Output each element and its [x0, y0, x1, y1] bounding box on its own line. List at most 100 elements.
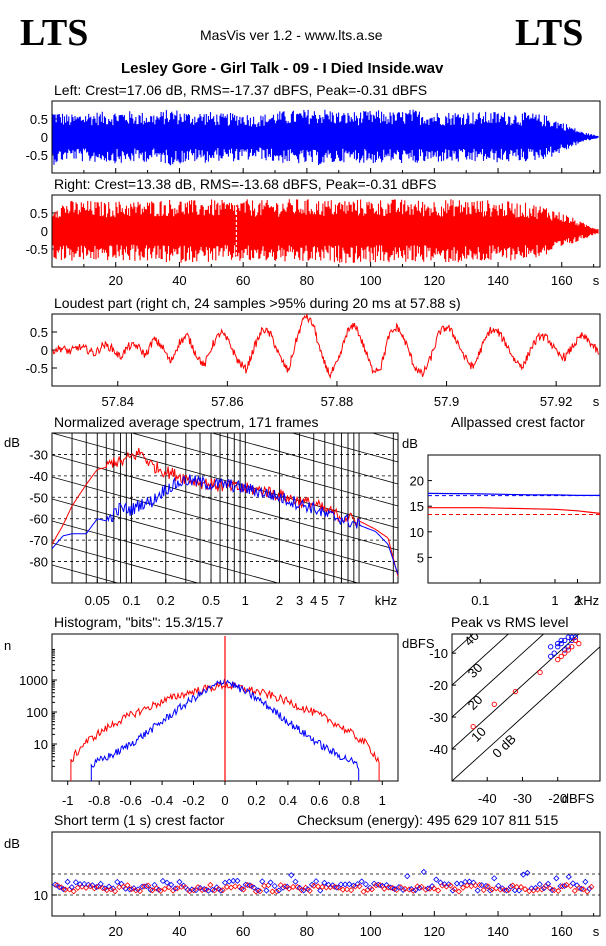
peakrms-point-0 — [569, 637, 575, 644]
shortterm-point-left — [350, 882, 357, 889]
peakrms-crest-label: 40 — [461, 628, 482, 649]
shortterm-point-left — [255, 887, 262, 894]
peakrms-point-0 — [562, 637, 568, 644]
shortterm-point-left — [68, 884, 75, 891]
shortterm-point-left — [259, 878, 266, 885]
shortterm-point-right — [538, 886, 545, 893]
shortterm-point-left — [52, 881, 59, 888]
histogram-xtick-label: -0.4 — [151, 793, 173, 808]
spectrum-xtick-label: 7 — [338, 593, 345, 608]
spectrum-grid-group — [52, 433, 398, 583]
shortterm-point-left — [188, 886, 195, 893]
shortterm-point-right — [418, 883, 425, 890]
shortterm-point-right — [128, 886, 135, 893]
shortterm-point-right — [99, 885, 106, 892]
shortterm-point-right — [124, 882, 131, 889]
spectrum-xtick-label: 3 — [296, 593, 303, 608]
shortterm-point-right — [310, 882, 317, 889]
shortterm-point-left — [520, 871, 527, 878]
loudest-xtick-label: 57.9 — [434, 394, 459, 409]
shortterm-point-right — [91, 885, 98, 892]
crest-ylabel: dB — [402, 436, 418, 451]
shortterm-point-left — [524, 869, 531, 876]
peakrms-crest-line — [452, 646, 600, 781]
shortterm-point-right — [459, 884, 467, 891]
shortterm-point-right — [555, 887, 562, 894]
spectrum-ylabel: dB — [4, 435, 20, 450]
shortterm-point-left — [242, 881, 249, 888]
peakrms-point-0 — [551, 650, 557, 656]
left-waveform-ytick-label: -0.5 — [26, 148, 48, 163]
shortterm-point-left — [478, 882, 485, 889]
shortterm-point-left — [114, 878, 121, 886]
shortterm-point-left — [482, 882, 490, 889]
spectrum-xtick-label: 1 — [242, 593, 249, 608]
shortterm-point-left — [400, 886, 407, 894]
peakrms-point-0 — [558, 640, 564, 647]
loudest-ytick-label: 0.5 — [30, 325, 48, 340]
shortterm-point-left — [333, 884, 340, 891]
right-waveform-ytick-label: 0.5 — [30, 206, 48, 221]
shortterm-point-left — [97, 880, 104, 887]
right-waveform-xtick-label: 80 — [300, 273, 314, 288]
spectrum-slope-line — [290, 433, 398, 463]
shortterm-point-right — [497, 886, 504, 893]
histogram-xtick-label: -1 — [62, 793, 74, 808]
shortterm-point-right — [385, 884, 392, 891]
spectrum-slope-line — [52, 433, 398, 529]
shortterm-point-right — [244, 881, 251, 889]
shortterm-point-right — [522, 886, 529, 893]
shortterm-point-right — [136, 888, 144, 895]
peakrms-xlabel: dBFS — [562, 791, 595, 806]
shortterm-point-left — [147, 886, 154, 893]
shortterm-point-right — [580, 886, 587, 893]
histogram-xtick-label: 0.2 — [247, 793, 265, 808]
right-waveform-xtick-label: 20 — [108, 273, 122, 288]
shortterm-point-right — [252, 888, 259, 895]
shortterm-point-right — [451, 886, 458, 893]
spectrum-slope-line — [370, 433, 398, 441]
shortterm-point-right — [319, 883, 326, 891]
shortterm-point-left — [586, 885, 593, 892]
shortterm-point-left — [143, 883, 150, 890]
shortterm-point-left — [553, 875, 560, 882]
right-waveform-xtick-label: 120 — [423, 273, 445, 288]
peakrms-point-0 — [555, 644, 561, 650]
shortterm-point-left — [362, 881, 369, 888]
loudest-xunit: s — [593, 394, 600, 409]
loudest-xtick-label: 57.86 — [211, 394, 244, 409]
shortterm-point-right — [343, 886, 351, 893]
crest-ytick-label: 5 — [417, 550, 424, 565]
left-waveform-ytick-label: 0 — [41, 130, 48, 145]
right-waveform-xtick-label: 160 — [551, 273, 573, 288]
shortterm-point-right — [178, 883, 185, 890]
file-title: Lesley Gore - Girl Talk - 09 - I Died In… — [121, 60, 444, 77]
shortterm-point-left — [424, 885, 432, 892]
left-waveform-signal — [52, 109, 599, 166]
shortterm-point-right — [161, 885, 168, 893]
spectrum-xtick-label: 5 — [321, 593, 328, 608]
shortterm-point-left — [540, 885, 547, 892]
shortterm-point-left — [151, 881, 158, 889]
right-waveform-ytick-label: 0 — [41, 224, 48, 239]
shortterm-point-right — [356, 883, 363, 890]
peakrms-point-1 — [555, 656, 561, 663]
crest-xtick-label: 2 — [574, 593, 581, 608]
histogram-ytick-label: 1000 — [19, 673, 48, 688]
shortterm-point-left — [217, 887, 224, 894]
shortterm-point-left — [545, 880, 552, 887]
shortterm-xtick-label: 140 — [487, 924, 509, 939]
shortterm-point-left — [168, 881, 175, 888]
crest-xtick-label: 0.1 — [471, 593, 489, 608]
spectrum-ytick-label: -60 — [29, 512, 48, 527]
peakrms-point-1 — [512, 688, 519, 695]
peakrms-point-1 — [576, 640, 582, 647]
spectrum-slope-line — [52, 454, 398, 551]
shortterm-point-left — [292, 878, 299, 885]
spectrum-ytick-label: -70 — [29, 533, 48, 548]
shortterm-point-left — [449, 887, 456, 894]
peakrms-xtick-label: -30 — [513, 791, 532, 806]
shortterm-xtick-label: 40 — [172, 924, 186, 939]
shortterm-point-right — [170, 887, 177, 894]
